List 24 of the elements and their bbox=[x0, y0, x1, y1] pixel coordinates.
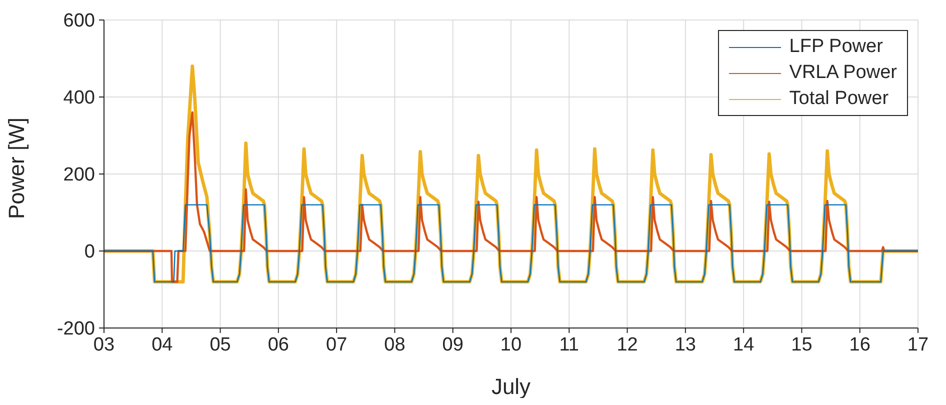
x-tick-label: 05 bbox=[210, 334, 231, 356]
y-tick-label: 0 bbox=[84, 242, 95, 263]
x-tick-label: 13 bbox=[674, 334, 696, 356]
y-axis-title: Power [W] bbox=[4, 118, 29, 219]
x-tick-label: 10 bbox=[500, 334, 522, 356]
legend-label: Total Power bbox=[789, 87, 889, 111]
y-tick-label: 200 bbox=[63, 164, 95, 186]
x-tick-label: 11 bbox=[559, 334, 580, 356]
x-tick-label: 07 bbox=[326, 334, 348, 356]
x-tick-label: 14 bbox=[733, 334, 755, 356]
x-tick-label: 15 bbox=[791, 334, 812, 356]
legend-label: LFP Power bbox=[789, 35, 883, 59]
y-tick-label: 400 bbox=[63, 88, 95, 109]
y-tick-label: -200 bbox=[56, 318, 95, 340]
x-tick-label: 12 bbox=[616, 334, 638, 356]
y-tick-label: 600 bbox=[63, 10, 95, 32]
x-tick-label: 08 bbox=[384, 334, 406, 356]
x-tick-label: 17 bbox=[907, 334, 929, 356]
legend-label: VRLA Power bbox=[789, 61, 897, 85]
x-tick-label: 16 bbox=[849, 334, 870, 356]
x-tick-label: 04 bbox=[152, 334, 174, 356]
x-tick-label: 09 bbox=[442, 334, 464, 356]
x-tick-label: 03 bbox=[93, 334, 115, 356]
x-tick-label: 06 bbox=[268, 334, 289, 356]
